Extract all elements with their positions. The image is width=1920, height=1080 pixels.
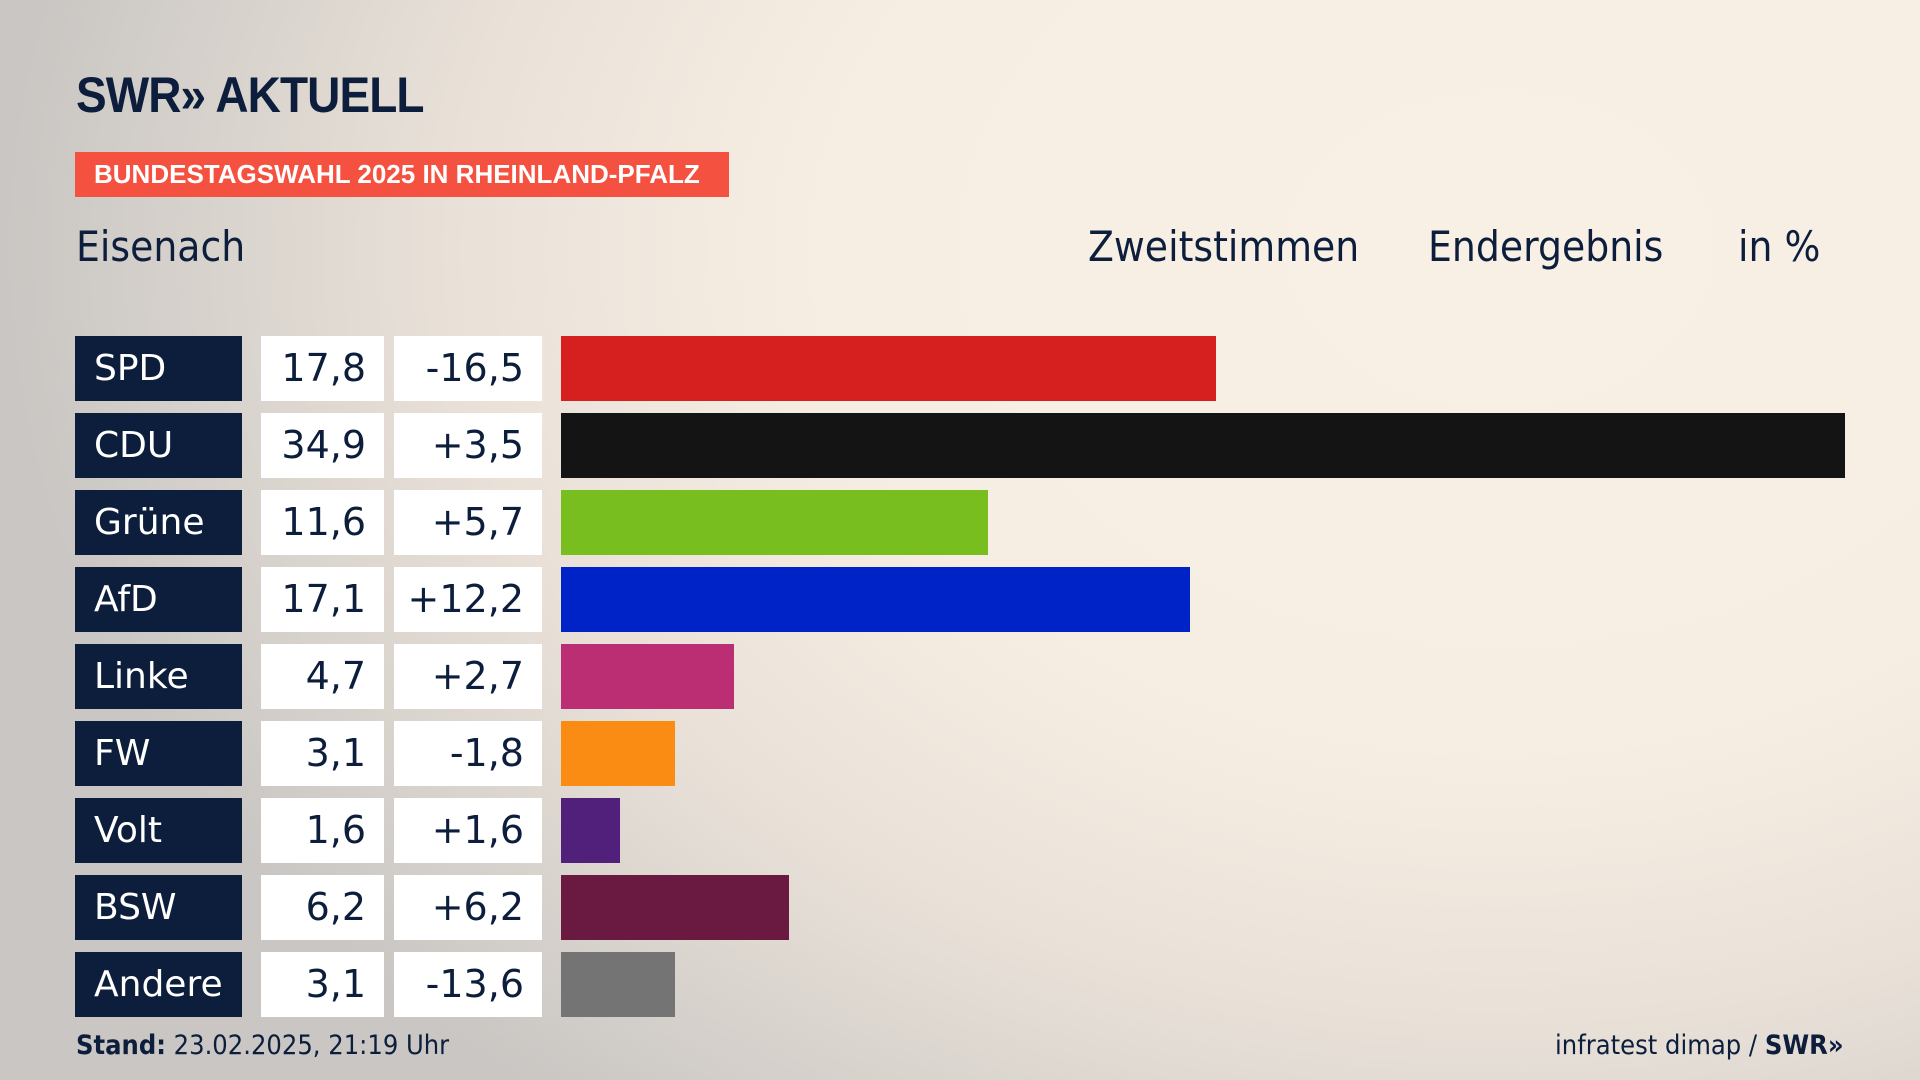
party-name: Andere <box>75 952 242 1017</box>
party-name: AfD <box>75 567 242 632</box>
swr-aktuell-logo: SWR» AKTUELL <box>76 67 424 123</box>
party-row: BSW 6,2 +6,2 <box>0 875 1920 940</box>
unit-label: in % <box>1738 222 1821 271</box>
party-percent: 3,1 <box>261 952 384 1017</box>
result-status-label: Endergebnis <box>1428 222 1664 271</box>
party-percent: 3,1 <box>261 721 384 786</box>
party-diff: -1,8 <box>394 721 542 786</box>
party-bar <box>561 798 620 863</box>
party-name: Volt <box>75 798 242 863</box>
party-name: SPD <box>75 336 242 401</box>
party-row: Volt 1,6 +1,6 <box>0 798 1920 863</box>
party-bar <box>561 336 1216 401</box>
party-diff: +3,5 <box>394 413 542 478</box>
party-percent: 17,8 <box>261 336 384 401</box>
party-diff: -13,6 <box>394 952 542 1017</box>
party-diff: +5,7 <box>394 490 542 555</box>
party-diff: +12,2 <box>394 567 542 632</box>
party-row: Linke 4,7 +2,7 <box>0 644 1920 709</box>
party-name: CDU <box>75 413 242 478</box>
election-badge: BUNDESTAGSWAHL 2025 IN RHEINLAND-PFALZ <box>75 152 729 197</box>
timestamp: Stand: 23.02.2025, 21:19 Uhr <box>76 1030 449 1061</box>
party-percent: 17,1 <box>261 567 384 632</box>
party-row: Andere 3,1 -13,6 <box>0 952 1920 1017</box>
party-percent: 6,2 <box>261 875 384 940</box>
party-bar <box>561 567 1191 632</box>
region-title: Eisenach <box>76 222 246 271</box>
party-row: FW 3,1 -1,8 <box>0 721 1920 786</box>
stand-value: 23.02.2025, 21:19 Uhr <box>173 1030 450 1061</box>
party-bar <box>561 490 988 555</box>
party-diff: +1,6 <box>394 798 542 863</box>
party-percent: 1,6 <box>261 798 384 863</box>
source-text: infratest dimap / <box>1555 1030 1758 1061</box>
party-row: SPD 17,8 -16,5 <box>0 336 1920 401</box>
party-row: AfD 17,1 +12,2 <box>0 567 1920 632</box>
source: infratest dimap / SWR» <box>1555 1030 1844 1061</box>
party-percent: 11,6 <box>261 490 384 555</box>
party-name: BSW <box>75 875 242 940</box>
swr-source-logo: SWR» <box>1765 1030 1844 1061</box>
party-name: FW <box>75 721 242 786</box>
party-row: Grüne 11,6 +5,7 <box>0 490 1920 555</box>
party-bar <box>561 875 790 940</box>
party-percent: 4,7 <box>261 644 384 709</box>
party-bar <box>561 644 734 709</box>
party-bar <box>561 413 1845 478</box>
party-diff: +2,7 <box>394 644 542 709</box>
party-bar <box>561 721 676 786</box>
party-percent: 34,9 <box>261 413 384 478</box>
stand-label: Stand: <box>76 1030 166 1061</box>
party-name: Grüne <box>75 490 242 555</box>
vote-type-label: Zweitstimmen <box>1088 222 1360 271</box>
party-bar <box>561 952 676 1017</box>
party-diff: +6,2 <box>394 875 542 940</box>
party-name: Linke <box>75 644 242 709</box>
party-diff: -16,5 <box>394 336 542 401</box>
party-row: CDU 34,9 +3,5 <box>0 413 1920 478</box>
